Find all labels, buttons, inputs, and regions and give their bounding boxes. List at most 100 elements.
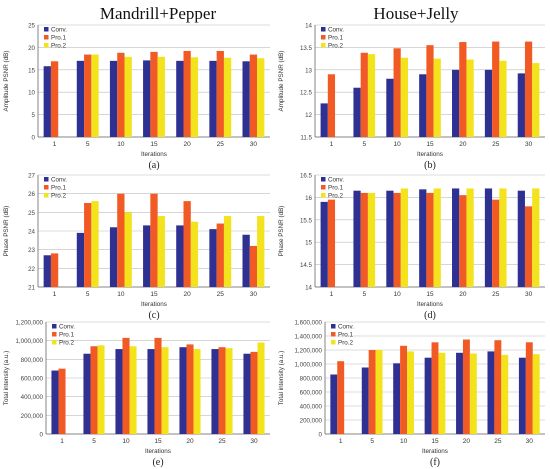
legend-swatch [44,185,49,190]
y-tick-label: 27 [28,173,35,180]
bar-conv-15 [424,357,432,434]
y-tick-label: 200,000 [300,418,323,425]
x-tick-label: 15 [431,438,439,445]
legend-swatch [321,177,326,182]
legend-swatch [44,27,49,32]
legend-label: Pro.1 [59,332,75,339]
bar-conv-20 [452,69,460,137]
bar-pro2-25 [499,188,507,287]
x-tick-label: 25 [492,141,500,148]
bar-conv-5 [353,87,361,137]
x-tick-label: 10 [117,291,125,298]
x-tick-label: 20 [459,141,467,148]
bar-conv-15 [419,74,427,137]
legend-label: Pro.1 [328,185,344,192]
x-tick-label: 30 [525,291,533,298]
bar-pro2-5 [97,345,105,434]
legend-swatch [44,177,49,182]
x-tick-label: 15 [154,438,162,445]
y-tick-label: 21 [28,285,35,292]
bar-pro1-1 [50,253,59,287]
x-axis-title: Iterations [145,448,171,455]
bar-pro1-15 [150,193,158,287]
bar-conv-30 [517,190,525,287]
y-tick-label: 20 [28,45,35,52]
x-tick-label: 1 [53,141,57,148]
bar-pro1-1 [327,74,336,137]
bar-conv-1 [43,66,51,137]
legend-label: Pro.2 [328,43,344,50]
x-tick-label: 20 [459,291,467,298]
bar-pro2-30 [532,188,540,287]
bar-conv-5 [76,232,85,287]
bar-pro1-30 [249,54,258,137]
y-tick-label: 400,000 [21,394,44,401]
bar-conv-20 [456,352,463,434]
bar-pro2-25 [501,354,509,434]
panel-caption: (f) [430,457,440,468]
legend-swatch [321,185,326,190]
y-tick-label: 1,200,000 [294,348,322,355]
legend-label: Pro.2 [51,43,67,50]
x-tick-label: 1 [330,141,334,148]
bar-pro1-5 [84,54,92,137]
legend-label: Conv. [338,324,354,331]
x-axis-title: Iterations [417,301,443,308]
bar-conv-15 [143,60,151,137]
bar-conv-10 [386,190,394,287]
y-tick-label: 1,000,000 [294,362,322,369]
bar-pro2-10 [400,57,408,138]
x-tick-label: 5 [92,438,96,445]
legend-label: Pro.2 [59,340,75,347]
bar-conv-1 [43,255,51,287]
x-tick-label: 15 [150,291,158,298]
bar-pro2-15 [433,58,441,137]
bar-pro1-20 [183,50,191,137]
legend-label: Conv. [51,27,67,34]
legend-label: Pro.1 [51,35,67,42]
bar-conv-1 [330,374,338,434]
bar-pro1-1 [50,61,59,138]
bar-pro2-15 [433,188,441,287]
x-tick-label: 25 [494,438,502,445]
y-tick-label: 14 [305,285,312,292]
bar-conv-10 [109,227,118,287]
bar-pro2-10 [407,351,414,434]
x-tick-label: 1 [60,438,64,445]
bar-pro2-15 [157,216,165,287]
bar-pro1-1 [327,199,336,287]
y-tick-label: 22 [28,266,35,273]
bar-pro1-20 [459,42,467,137]
y-tick-label: 10 [28,90,35,97]
x-tick-label: 10 [394,291,402,298]
y-tick-label: 1,000,000 [15,338,43,345]
bar-pro2-10 [124,212,132,287]
y-tick-label: 14 [305,23,312,30]
bar-pro2-5 [91,201,99,287]
bar-pro2-10 [124,56,132,137]
bar-pro2-20 [193,349,201,434]
y-tick-label: 16.5 [300,173,313,180]
x-axis-title: Iterations [141,301,167,308]
legend-swatch [44,35,49,40]
y-tick-label: 400,000 [300,404,323,411]
bar-pro1-20 [183,201,191,287]
y-tick-label: 15 [28,67,35,74]
bar-conv-25 [211,349,219,434]
bar-pro1-10 [393,48,401,137]
bar-conv-10 [109,60,118,138]
bar-pro2-5 [367,192,376,287]
y-tick-label: 16 [305,195,312,202]
bar-conv-1 [51,370,59,434]
x-tick-label: 1 [339,438,343,445]
bar-pro2-20 [190,57,199,138]
x-axis-title: Iterations [417,151,443,158]
bar-pro1-10 [117,193,125,287]
legend-label: Pro.1 [338,332,354,339]
bar-pro2-5 [91,54,99,137]
y-tick-label: 0 [319,432,323,439]
y-tick-label: 5 [32,112,36,119]
bar-pro2-10 [400,188,408,287]
bar-pro1-10 [400,345,408,434]
